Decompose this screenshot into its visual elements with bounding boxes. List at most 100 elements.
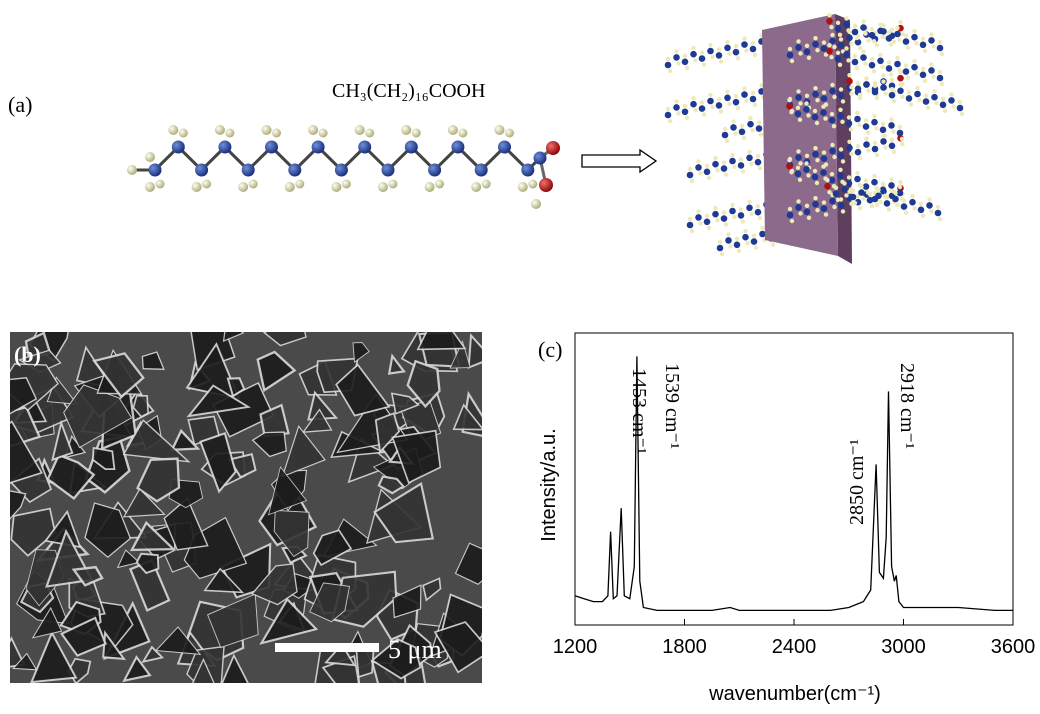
atom-h <box>863 61 867 65</box>
atom-c <box>903 38 910 45</box>
atom-h <box>839 147 843 151</box>
atom-h <box>897 38 901 42</box>
atom-h <box>752 233 756 237</box>
atom-h <box>728 244 732 248</box>
atom-c <box>149 164 162 177</box>
atom-h <box>756 204 760 208</box>
atom-c <box>750 46 757 53</box>
atom-h <box>815 48 819 52</box>
atom-h <box>739 157 743 161</box>
atom-h <box>836 51 840 55</box>
atom-h <box>842 181 846 185</box>
atom-h <box>725 139 729 143</box>
atom-c <box>889 92 896 99</box>
atom-h <box>717 97 721 101</box>
atom-h <box>674 49 678 53</box>
atom-h <box>855 66 859 70</box>
atom-c <box>897 88 904 95</box>
atom-c <box>804 49 811 56</box>
atom-c <box>812 201 819 208</box>
atom-h <box>849 152 853 156</box>
atom-h <box>904 63 908 67</box>
atom-h <box>873 141 877 145</box>
atom-c <box>838 92 845 99</box>
atom-h <box>676 61 680 65</box>
atom-c <box>846 78 853 85</box>
atom-h <box>898 20 902 24</box>
atom-h <box>688 167 692 171</box>
atom-h <box>720 252 724 256</box>
atom-c <box>312 141 325 154</box>
atom-h <box>308 125 318 135</box>
atom-h <box>759 132 763 136</box>
atom-h <box>858 156 862 160</box>
atom-c <box>746 155 753 162</box>
atom-h <box>702 62 706 66</box>
atom-h <box>331 182 341 192</box>
atom-h <box>742 36 746 40</box>
x-tick-label: 2400 <box>772 636 817 658</box>
atom-c <box>886 35 893 42</box>
atom-c <box>855 149 862 156</box>
atom-h <box>725 40 729 44</box>
atom-h <box>883 134 887 138</box>
atom-h <box>912 206 916 210</box>
atom-h <box>734 44 738 48</box>
atom-c <box>729 208 736 215</box>
atom-c <box>869 62 876 69</box>
atom-h <box>365 129 374 138</box>
atom-h <box>727 102 731 106</box>
atom-c <box>880 127 887 134</box>
atom-h <box>744 98 748 102</box>
atom-c <box>704 219 711 226</box>
atom-h <box>885 195 889 199</box>
atom-h <box>718 240 722 244</box>
atom-h <box>924 93 928 97</box>
atom-h <box>880 35 884 39</box>
atom-h <box>685 66 689 70</box>
atom-c <box>903 68 910 75</box>
atom-h <box>855 171 859 175</box>
atom-h <box>880 65 884 69</box>
atom-c <box>877 58 884 65</box>
atom-h <box>821 164 825 168</box>
atom-h <box>145 152 155 162</box>
atom-h <box>788 47 792 51</box>
atom-h <box>805 204 809 208</box>
atom-h <box>739 207 743 211</box>
atom-h <box>813 169 817 173</box>
atom-h <box>934 101 938 105</box>
atom-h <box>932 89 936 93</box>
atom-h <box>881 79 885 83</box>
atom-h <box>846 58 850 62</box>
atom-c <box>871 179 878 186</box>
atom-h <box>753 53 757 57</box>
atom-c <box>739 129 746 136</box>
atom-h <box>751 91 755 95</box>
atom-c <box>867 197 874 204</box>
atom-c <box>940 102 947 109</box>
atom-c <box>733 49 740 56</box>
atom-c <box>833 191 840 198</box>
atom-c <box>928 37 935 44</box>
atom-c <box>786 103 793 110</box>
peak-annotation: 1453 cm⁻¹ <box>628 368 650 454</box>
atom-c <box>897 130 904 137</box>
atom-h <box>798 118 802 122</box>
atom-h <box>813 86 817 90</box>
atom-h <box>238 182 248 192</box>
atom-h <box>700 100 704 104</box>
atom-c <box>835 26 842 33</box>
atom-c <box>795 111 802 118</box>
atom-h <box>127 165 137 175</box>
atom-c <box>855 86 862 93</box>
atom-c <box>923 98 930 105</box>
atom-h <box>749 162 753 166</box>
atom-h <box>683 104 687 108</box>
atom-c <box>795 94 802 101</box>
atom-h <box>910 194 914 198</box>
atom-h <box>873 84 877 88</box>
atom-h <box>866 88 870 92</box>
atom-h <box>355 125 365 135</box>
atom-c <box>860 24 867 31</box>
